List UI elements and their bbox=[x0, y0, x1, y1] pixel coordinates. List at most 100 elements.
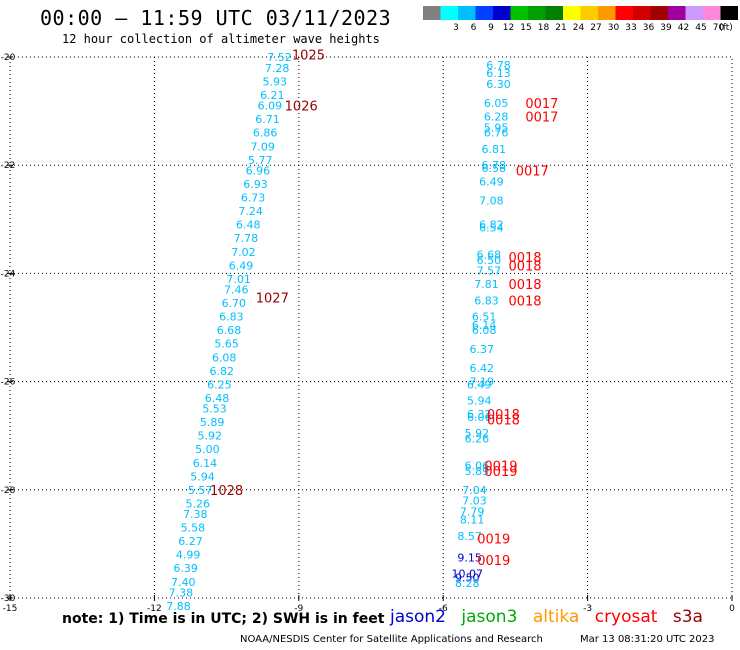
color-legend: 3 6 9 12 15 18 21 24 27 30 33 36 39 42 45 70(ft) bbox=[423, 6, 738, 33]
y-tick-label: -24 bbox=[1, 269, 16, 279]
swh-value: 5.94 bbox=[190, 470, 215, 483]
swh-value: 5.58 bbox=[181, 522, 206, 535]
pass-time: 0017 bbox=[525, 111, 558, 126]
swh-value: 6.70 bbox=[222, 297, 247, 310]
sat-jason2: jason2 bbox=[390, 607, 446, 627]
swh-value: 6.14 bbox=[472, 319, 497, 332]
swh-value: 7.03 bbox=[462, 495, 487, 508]
swh-value: 6.05 bbox=[484, 97, 509, 110]
swh-value: 6.50 bbox=[477, 254, 502, 267]
swh-value: 6.26 bbox=[465, 432, 490, 445]
swh-value: 6.96 bbox=[246, 165, 271, 178]
pass-time: 1028 bbox=[210, 484, 243, 499]
pass-time: 0018 bbox=[508, 294, 541, 309]
swh-value: 6.48 bbox=[236, 219, 261, 232]
legend-label: 30 bbox=[608, 23, 620, 33]
swh-value: 7.28 bbox=[265, 62, 290, 75]
legend-swatch bbox=[475, 6, 493, 20]
swh-value: 6.14 bbox=[193, 457, 218, 470]
swh-value: 6.76 bbox=[484, 127, 509, 140]
legend-label: 42 bbox=[678, 23, 689, 33]
pass-time: 0019 bbox=[477, 532, 510, 547]
swh-value: 5.94 bbox=[467, 395, 492, 408]
swh-value: 6.49 bbox=[479, 175, 504, 188]
swh-value: 6.13 bbox=[486, 67, 511, 80]
swh-value: 6.37 bbox=[469, 343, 494, 356]
pass-time-labels: 1025102610271028001700170017001800180018… bbox=[210, 48, 558, 569]
x-tick-label: 0 bbox=[729, 604, 735, 614]
swh-value: 8.28 bbox=[455, 577, 480, 590]
legend-label: 45 bbox=[695, 23, 706, 33]
swh-value: 6.42 bbox=[469, 362, 494, 375]
sat-s3a: s3a bbox=[672, 607, 703, 627]
swh-value: 7.24 bbox=[238, 205, 263, 218]
swh-value: 7.78 bbox=[234, 232, 259, 245]
swh-value: 5.92 bbox=[465, 427, 490, 440]
pass-time: 1027 bbox=[256, 292, 289, 307]
legend-swatch bbox=[650, 6, 668, 20]
pass-time: 0017 bbox=[525, 97, 558, 112]
legend-unit: (ft) bbox=[719, 23, 733, 33]
legend-label: 21 bbox=[555, 23, 566, 33]
pass-time: 0019 bbox=[484, 465, 517, 480]
pass-time: 0019 bbox=[484, 459, 517, 474]
x-tick-label: -3 bbox=[583, 604, 592, 614]
swh-value: 7.19 bbox=[469, 376, 494, 389]
swh-value: 6.49 bbox=[229, 259, 254, 272]
legend-label: 6 bbox=[471, 23, 477, 33]
pass-time: 0017 bbox=[516, 165, 549, 180]
swh-value: 7.81 bbox=[474, 278, 499, 291]
x-tick-label: -6 bbox=[439, 604, 448, 614]
swh-value: 7.04 bbox=[462, 484, 487, 497]
swh-value: 6.48 bbox=[205, 392, 230, 405]
swh-value: 7.01 bbox=[226, 273, 251, 286]
swh-value: 5.65 bbox=[214, 338, 239, 351]
swh-value: 6.78 bbox=[481, 159, 506, 172]
swh-value: 7.52 bbox=[267, 51, 292, 64]
swh-value: 6.08 bbox=[212, 351, 237, 364]
swh-value: 6.93 bbox=[243, 178, 268, 191]
swh-value: 4.99 bbox=[176, 549, 201, 562]
swh-value: 5.93 bbox=[262, 75, 287, 88]
y-tick-label: -26 bbox=[1, 378, 16, 388]
swh-value: 7.02 bbox=[231, 246, 256, 259]
swh-value: 5.89 bbox=[200, 416, 225, 429]
swh-value: 6.06 bbox=[465, 459, 490, 472]
sat-jason3: jason3 bbox=[461, 607, 518, 627]
x-tick-label: -15 bbox=[3, 604, 18, 614]
sat-cryosat: cryosat bbox=[594, 607, 658, 627]
swh-value: 7.79 bbox=[460, 505, 485, 518]
swh-value: 6.71 bbox=[255, 113, 280, 126]
note-text: note: 1) Time is in UTC; 2) SWH is in fe… bbox=[62, 611, 385, 627]
legend-swatch bbox=[633, 6, 651, 20]
swh-value: 6.82 bbox=[479, 219, 504, 232]
legend-label: 12 bbox=[503, 23, 514, 33]
pass-time: 1025 bbox=[292, 48, 325, 63]
y-tick-label: -22 bbox=[1, 161, 16, 171]
legend-label: 24 bbox=[573, 23, 585, 33]
pass-time: 0018 bbox=[508, 278, 541, 293]
swh-value: 6.09 bbox=[258, 100, 283, 113]
swh-value: 8.11 bbox=[460, 514, 485, 527]
swh-value: 6.82 bbox=[210, 365, 235, 378]
swh-value: 9.15 bbox=[457, 551, 482, 564]
swh-value: 6.81 bbox=[481, 143, 506, 156]
swh-value: 6.58 bbox=[481, 162, 506, 175]
swh-value: 6.51 bbox=[472, 311, 497, 324]
y-tick-label: -20 bbox=[1, 53, 16, 63]
legend-swatch bbox=[668, 6, 686, 20]
swh-value: 6.78 bbox=[486, 59, 511, 72]
legend-swatch bbox=[580, 6, 598, 20]
swh-value: 5.89 bbox=[465, 465, 490, 478]
chart-subtitle: 12 hour collection of altimeter wave hei… bbox=[62, 32, 380, 46]
chart-title: 00:00 — 11:59 UTC 03/11/2023 bbox=[40, 6, 392, 30]
pass-time: 0018 bbox=[508, 259, 541, 274]
legend-swatch bbox=[720, 6, 738, 20]
pass-time: 0019 bbox=[477, 554, 510, 569]
legend-label: 3 bbox=[453, 23, 459, 33]
swh-value: 6.25 bbox=[207, 378, 232, 391]
footer-credit: NOAA/NESDIS Center for Satellite Applica… bbox=[240, 634, 543, 645]
x-tick-label: -12 bbox=[147, 604, 162, 614]
legend-label: 39 bbox=[660, 23, 672, 33]
swh-value: 6.30 bbox=[486, 78, 511, 91]
